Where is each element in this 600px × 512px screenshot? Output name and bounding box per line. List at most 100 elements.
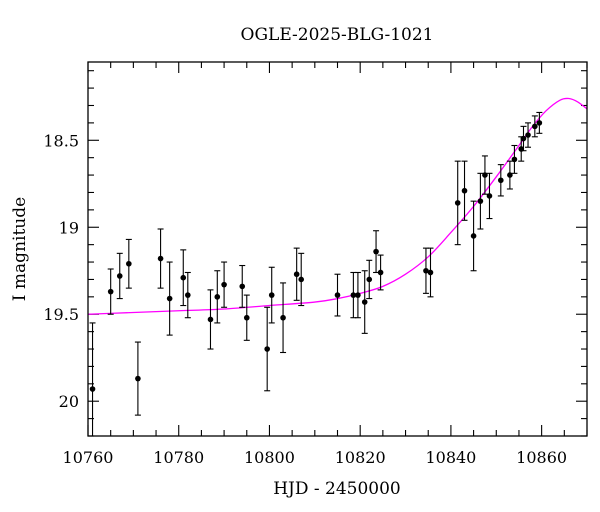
data-point xyxy=(207,289,214,350)
x-tick-label: 10780 xyxy=(153,448,204,467)
point-marker xyxy=(293,271,300,278)
point-marker xyxy=(511,156,518,163)
data-point xyxy=(157,228,164,289)
point-marker xyxy=(507,172,513,178)
point-marker xyxy=(477,198,484,204)
data-point xyxy=(497,164,504,197)
data-point xyxy=(214,270,221,324)
point-marker xyxy=(355,292,361,298)
point-marker xyxy=(427,269,434,276)
model-curve-group xyxy=(88,97,587,315)
data-point xyxy=(268,266,275,324)
data-point xyxy=(264,306,271,392)
point-marker xyxy=(486,193,493,199)
data-point xyxy=(536,111,543,134)
point-marker xyxy=(423,267,429,274)
data-point xyxy=(525,122,532,148)
data-point xyxy=(506,160,513,190)
x-tick-label: 10840 xyxy=(425,448,476,467)
point-marker xyxy=(157,255,164,262)
point-marker xyxy=(135,375,141,382)
chart-title: OGLE-2025-BLG-1021 xyxy=(241,25,434,45)
data-point xyxy=(486,172,493,220)
point-marker xyxy=(520,135,527,142)
data-point xyxy=(243,294,250,341)
data-point xyxy=(239,264,246,308)
x-tick-label: 10800 xyxy=(244,448,295,467)
data-point xyxy=(377,254,384,291)
data-point xyxy=(477,172,484,230)
point-marker xyxy=(107,288,114,295)
data-point xyxy=(373,230,380,274)
data-point xyxy=(280,282,287,354)
data-point xyxy=(366,259,373,300)
point-marker xyxy=(207,316,214,323)
y-tick-label: 20 xyxy=(59,392,79,411)
data-point xyxy=(461,160,468,221)
data-point xyxy=(454,160,461,246)
data-point xyxy=(531,115,538,138)
point-marker xyxy=(525,132,531,138)
data-point xyxy=(89,322,96,436)
point-marker xyxy=(498,177,504,184)
data-point xyxy=(166,261,173,336)
point-marker xyxy=(166,295,173,302)
point-marker xyxy=(298,276,305,283)
data-point xyxy=(107,268,114,315)
data-point xyxy=(427,247,434,298)
data-point xyxy=(293,247,300,301)
point-marker xyxy=(334,292,341,298)
axis-ticks xyxy=(87,62,588,437)
data-point xyxy=(361,270,368,334)
y-tick-label: 18.5 xyxy=(43,131,79,150)
point-marker xyxy=(116,273,123,279)
point-marker xyxy=(214,294,221,300)
point-marker xyxy=(377,269,384,276)
point-marker xyxy=(239,283,246,290)
data-point xyxy=(221,261,228,308)
data-point xyxy=(481,155,488,195)
y-tick-label: 19 xyxy=(59,218,79,237)
point-marker xyxy=(221,281,227,288)
point-marker xyxy=(180,274,187,281)
data-point xyxy=(184,271,191,319)
data-point xyxy=(134,341,141,416)
x-tick-label: 10820 xyxy=(335,448,386,467)
point-marker xyxy=(126,260,132,267)
data-point xyxy=(422,247,429,294)
model-curve xyxy=(88,97,587,315)
plot-frame xyxy=(87,61,588,437)
point-marker xyxy=(280,314,286,321)
data-point xyxy=(116,252,123,300)
data-point xyxy=(298,252,305,307)
data-point xyxy=(125,238,132,289)
x-tick-labels: 10760 10780 10800 10820 10840 10860 xyxy=(63,448,568,467)
point-marker xyxy=(454,200,461,206)
point-marker xyxy=(350,292,357,298)
data-point xyxy=(470,200,477,272)
point-marker xyxy=(536,120,543,126)
point-marker xyxy=(366,276,373,283)
point-marker xyxy=(268,292,275,298)
point-marker xyxy=(185,292,191,298)
data-point xyxy=(520,125,527,152)
point-marker xyxy=(243,314,250,321)
x-tick-label: 10760 xyxy=(63,448,114,467)
data-point xyxy=(511,144,518,174)
point-marker xyxy=(264,346,270,352)
point-marker xyxy=(532,123,538,130)
point-marker xyxy=(361,299,368,305)
data-point xyxy=(180,249,187,307)
x-axis-label: HJD - 2450000 xyxy=(273,479,401,499)
point-marker xyxy=(482,172,488,178)
x-tick-label: 10860 xyxy=(516,448,567,467)
y-tick-labels: 18.5 19 19.5 20 xyxy=(43,131,79,411)
data-point xyxy=(354,271,361,319)
point-marker xyxy=(89,386,96,392)
y-axis-label: I magnitude xyxy=(10,197,30,301)
point-marker xyxy=(461,187,468,194)
y-tick-label: 19.5 xyxy=(43,305,79,324)
point-marker xyxy=(470,233,477,239)
point-marker xyxy=(373,248,379,255)
